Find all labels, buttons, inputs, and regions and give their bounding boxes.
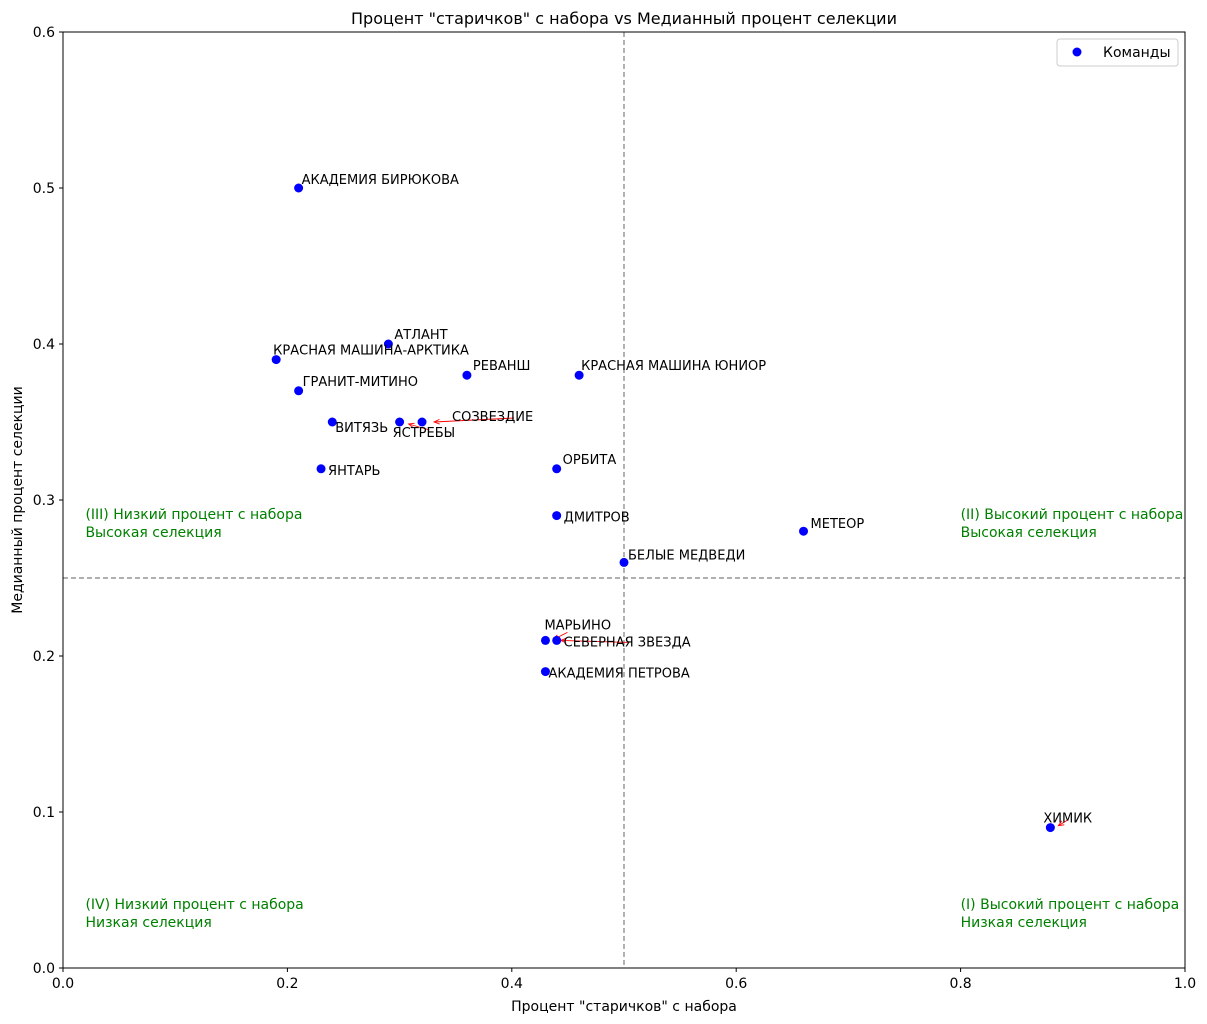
data-point [540, 667, 550, 677]
point-label: МАРЬИНО [544, 618, 611, 633]
data-point [552, 464, 562, 474]
legend-label: Команды [1103, 45, 1171, 61]
legend-box [1056, 38, 1179, 67]
point-label: СОЗВЕЗДИЕ [452, 410, 533, 425]
data-point [1045, 823, 1055, 833]
point-label: КРАСНАЯ МАШИНА ЮНИОР [581, 359, 766, 374]
label-arrow [1058, 819, 1069, 826]
x-axis-label: Процент "старичков" с набора [511, 999, 737, 1015]
y-tick-label: 0.6 [33, 25, 55, 41]
y-axis-label: Медианный процент селекции [10, 386, 26, 614]
data-point [462, 370, 472, 380]
data-point [316, 464, 326, 474]
x-tick-label: 0.0 [52, 976, 74, 992]
data-point [552, 511, 562, 521]
data-point [552, 635, 562, 645]
label-arrow [560, 639, 629, 643]
x-tick-label: 0.8 [949, 976, 971, 992]
data-point [271, 355, 281, 365]
y-tick-label: 0.3 [33, 493, 55, 509]
point-label: ГРАНИТ-МИТИНО [303, 375, 418, 390]
quadrant-annotation-line: (IV) Низкий процент с набора [85, 897, 303, 913]
point-label: СЕВЕРНАЯ ЗВЕЗДА [564, 635, 691, 650]
point-label: АКАДЕМИЯ БИРЮКОВА [302, 173, 459, 188]
point-label: МЕТЕОР [811, 517, 865, 532]
data-point [417, 417, 427, 427]
point-label: ХИМИК [1043, 812, 1092, 827]
data-point [574, 370, 584, 380]
point-label: ОРБИТА [563, 453, 617, 468]
point-label: ЯНТАРЬ [328, 464, 380, 479]
y-tick-label: 0.1 [33, 805, 55, 821]
y-tick-label: 0.2 [33, 649, 55, 665]
y-tick-label: 0.4 [33, 337, 55, 353]
quadrant-annotation-line: (III) Низкий процент с набора [85, 507, 302, 523]
quadrant-annotation-line: Высокая селекция [85, 525, 221, 541]
quadrant-annotation-line: (I) Высокий процент с набора [961, 897, 1180, 913]
legend-marker [1072, 47, 1082, 57]
data-point [294, 386, 304, 396]
label-arrow-head [432, 418, 440, 425]
point-label: ЯСТРЕБЫ [393, 426, 456, 441]
quadrant-annotation-line: Высокая селекция [961, 525, 1097, 541]
legend: Команды [1056, 38, 1179, 67]
x-tick-label: 1.0 [1174, 976, 1196, 992]
quadrant-annotation-line: Низкая селекция [85, 915, 211, 931]
data-point [395, 417, 405, 427]
y-tick-label: 0.5 [33, 181, 55, 197]
quadrant-annotation: (I) Высокий процент с набора Низкая селек… [961, 897, 1180, 931]
point-label: ВИТЯЗЬ [335, 421, 388, 436]
data-point [619, 557, 629, 567]
point-label: РЕВАНШ [473, 359, 531, 374]
quadrant-annotation-line: Низкая селекция [961, 915, 1087, 931]
x-tick-label: 0.6 [725, 976, 747, 992]
y-tick-label: 0.0 [33, 961, 55, 977]
data-point [799, 526, 809, 536]
point-label: КРАСНАЯ МАШИНА-АРКТИКА [273, 344, 469, 359]
point-label: БЕЛЫЕ МЕДВЕДИ [628, 548, 745, 563]
data-point [383, 339, 393, 349]
quadrant-annotation: (IV) Низкий процент с набора Низкая селек… [85, 897, 303, 931]
data-point [294, 183, 304, 193]
label-arrow-head [1057, 820, 1065, 827]
quadrant-annotation: (III) Низкий процент с набора Высокая сел… [85, 507, 302, 541]
label-arrow-head [407, 422, 415, 429]
x-tick-label: 0.2 [276, 976, 298, 992]
data-point [327, 417, 337, 427]
data-point [540, 635, 550, 645]
quadrant-annotation-line: (II) Высокий процент с набора [961, 507, 1184, 523]
point-label: АТЛАНТ [394, 328, 447, 343]
point-label: ДМИТРОВ [564, 511, 630, 526]
label-arrow [408, 423, 430, 431]
quadrant-annotation: (II) Высокий процент с набора Высокая сел… [961, 507, 1184, 541]
point-label: АКАДЕМИЯ ПЕТРОВА [548, 667, 689, 682]
x-tick-label: 0.4 [501, 976, 523, 992]
chart-title: Процент "старичков" с набора vs Медианны… [351, 9, 897, 28]
label-arrow [434, 417, 515, 423]
